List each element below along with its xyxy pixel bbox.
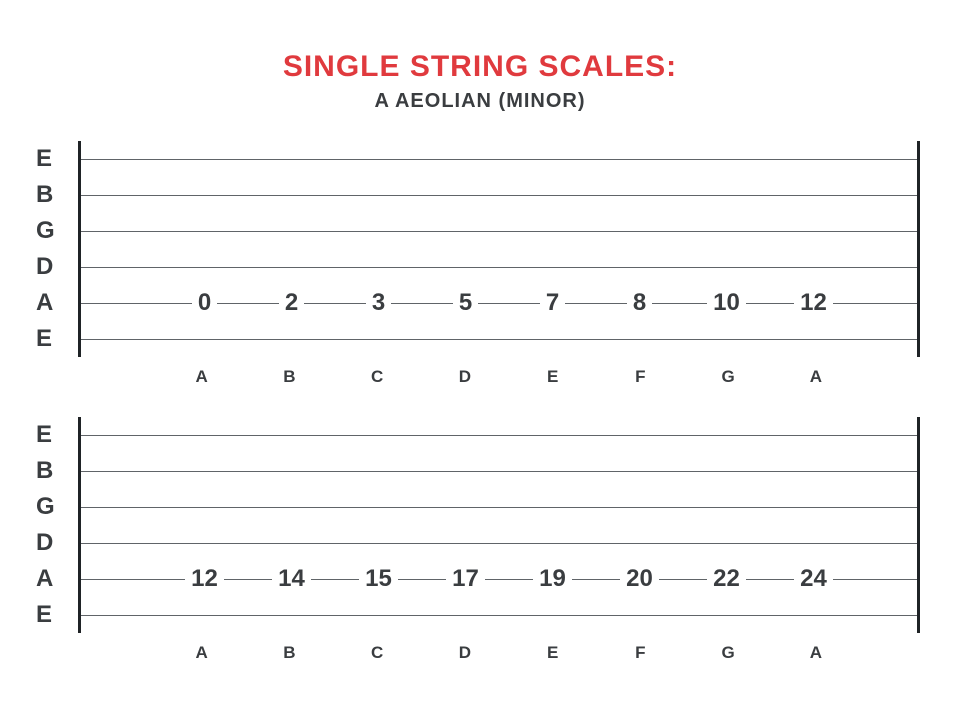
string-line: [81, 615, 917, 616]
tuning-label: B: [30, 177, 74, 213]
string-line: [81, 231, 917, 232]
tuning-label: A: [30, 285, 74, 321]
note-cell: A: [772, 643, 860, 663]
note-cell: E: [509, 643, 597, 663]
string-line: [81, 195, 917, 196]
tuning-label: D: [30, 525, 74, 561]
note-cell: D: [421, 367, 509, 387]
note-cell: F: [597, 367, 685, 387]
fret-cell: 5: [422, 289, 509, 317]
fret-cell: 0: [161, 289, 248, 317]
fret-cell: 3: [335, 289, 422, 317]
string-row: [81, 489, 917, 525]
fret-number: 10: [707, 289, 746, 317]
page-subtitle: A AEOLIAN (MINOR): [30, 90, 930, 113]
tuning-label: G: [30, 213, 74, 249]
fret-cell: 15: [335, 565, 422, 593]
note-row: ABCDEFGA: [78, 643, 920, 663]
tuning-column: EBGDAE: [30, 141, 74, 357]
tuning-label: D: [30, 249, 74, 285]
fret-number: 5: [453, 289, 478, 317]
string-line: [81, 159, 917, 160]
tuning-label: A: [30, 561, 74, 597]
string-row: [81, 597, 917, 633]
fret-cell: 12: [161, 565, 248, 593]
tab-block: EBGDAE1214151719202224ABCDEFGA: [30, 417, 930, 663]
fret-number: 22: [707, 565, 746, 593]
note-cell: F: [597, 643, 685, 663]
fret-number: 7: [540, 289, 565, 317]
fret-number: 20: [620, 565, 659, 593]
fret-number: 24: [794, 565, 833, 593]
tuning-column: EBGDAE: [30, 417, 74, 633]
note-cell: B: [246, 643, 334, 663]
tab-grid: 12 14 15 17 19 20 22 24: [78, 417, 920, 633]
tuning-label: E: [30, 417, 74, 453]
note-row: ABCDEFGA: [78, 367, 920, 387]
string-line: [81, 267, 917, 268]
fret-row: 12 14 15 17 19 20 22 24: [81, 561, 917, 597]
string-row: [81, 249, 917, 285]
fret-number: 17: [446, 565, 485, 593]
fret-number: 12: [185, 565, 224, 593]
fret-cell: 24: [770, 565, 857, 593]
string-line: [81, 543, 917, 544]
note-cell: A: [772, 367, 860, 387]
tab-block: EBGDAE0235781012ABCDEFGA: [30, 141, 930, 387]
tuning-label: E: [30, 141, 74, 177]
fret-cell: 7: [509, 289, 596, 317]
note-cell: D: [421, 643, 509, 663]
string-line: [81, 471, 917, 472]
page: SINGLE STRING SCALES: A AEOLIAN (MINOR) …: [0, 0, 960, 723]
fret-number: 2: [279, 289, 304, 317]
string-line: [81, 507, 917, 508]
note-cell: G: [685, 643, 773, 663]
string-row: [81, 213, 917, 249]
note-cell: B: [246, 367, 334, 387]
fret-number: 8: [627, 289, 652, 317]
string-row: [81, 525, 917, 561]
note-cell: C: [334, 643, 422, 663]
tab-blocks-container: EBGDAE0235781012ABCDEFGAEBGDAE1214151719…: [30, 141, 930, 663]
note-cell: E: [509, 367, 597, 387]
note-cell: G: [685, 367, 773, 387]
string-row: [81, 141, 917, 177]
string-row: [81, 453, 917, 489]
fret-number: 3: [366, 289, 391, 317]
note-cell: A: [158, 643, 246, 663]
tuning-label: B: [30, 453, 74, 489]
string-row: [81, 321, 917, 357]
fret-number: 12: [794, 289, 833, 317]
fret-cell: 12: [770, 289, 857, 317]
tuning-label: E: [30, 321, 74, 357]
string-row: [81, 177, 917, 213]
string-line: [81, 339, 917, 340]
fret-cell: 14: [248, 565, 335, 593]
fret-cell: 19: [509, 565, 596, 593]
note-cell: A: [158, 367, 246, 387]
tuning-label: E: [30, 597, 74, 633]
fret-number: 14: [272, 565, 311, 593]
page-title: SINGLE STRING SCALES:: [30, 50, 930, 84]
fret-cell: 10: [683, 289, 770, 317]
fret-cell: 2: [248, 289, 335, 317]
string-row: [81, 417, 917, 453]
fret-cell: 8: [596, 289, 683, 317]
note-cell: C: [334, 367, 422, 387]
fret-cell: 22: [683, 565, 770, 593]
fret-cell: 20: [596, 565, 683, 593]
tuning-label: G: [30, 489, 74, 525]
tab-grid: 0 2 3 5 7 8 10 12: [78, 141, 920, 357]
fret-cell: 17: [422, 565, 509, 593]
string-line: [81, 435, 917, 436]
fret-number: 19: [533, 565, 572, 593]
fret-number: 15: [359, 565, 398, 593]
fret-number: 0: [192, 289, 217, 317]
fret-row: 0 2 3 5 7 8 10 12: [81, 285, 917, 321]
